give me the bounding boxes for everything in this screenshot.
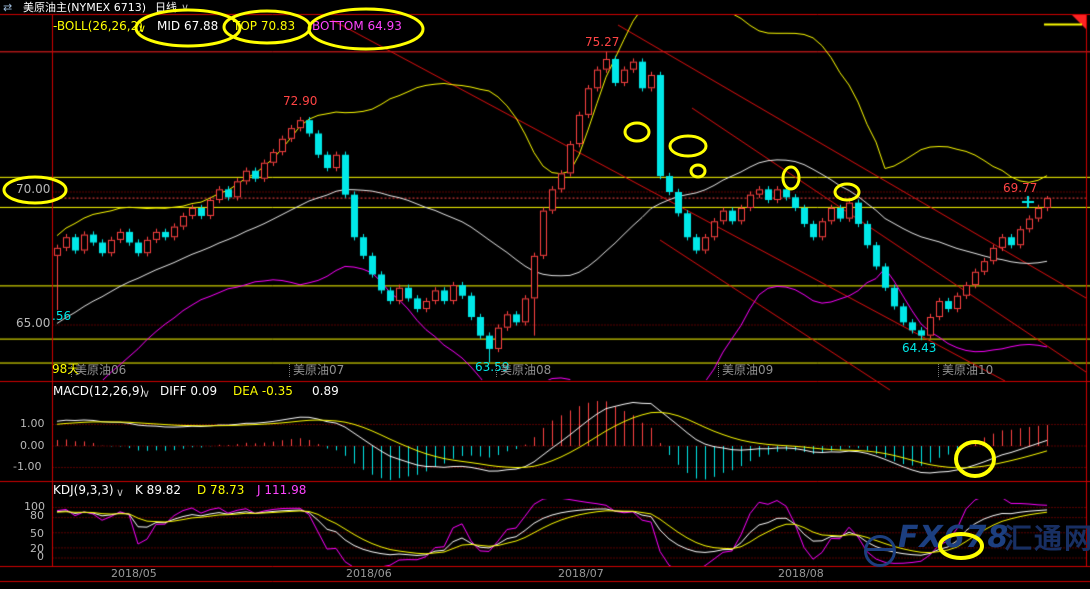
- chart-canvas[interactable]: [0, 0, 1090, 589]
- trading-app-window: ⇄ 美原油主(NYMEX 6713) 日线 ∨ -BOLL(26,26,2) ∨…: [0, 0, 1090, 589]
